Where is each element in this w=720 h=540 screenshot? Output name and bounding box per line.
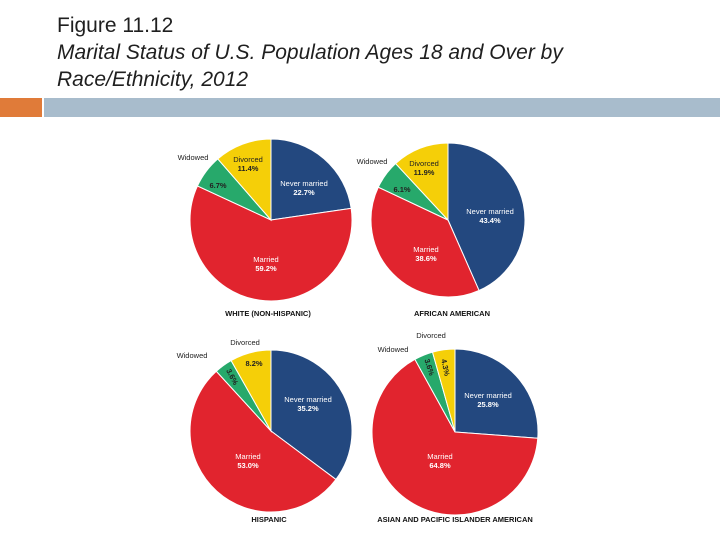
slice-label-never-married: Never married: [466, 207, 514, 216]
slice-label-married: Married: [427, 452, 452, 461]
pie-slice-divorced: [431, 348, 456, 433]
pie-slice-never-married: [454, 348, 539, 439]
pie-title: WHITE (NON-HISPANIC): [225, 309, 311, 318]
slice-label-married: Married: [235, 452, 260, 461]
slice-label-widowed: Widowed: [357, 157, 388, 166]
slice-label-divorced: Divorced: [233, 155, 263, 164]
slice-label-divorced: Divorced: [409, 159, 439, 168]
slice-label-widowed: Widowed: [178, 153, 209, 162]
slice-value-divorced: 11.4%: [238, 164, 259, 173]
pie-hispanic: Never married35.2%Married53.0%Widowed3.6…: [177, 338, 353, 524]
slice-value-never-married: 35.2%: [297, 404, 319, 413]
accent-bar-blue: [44, 98, 720, 117]
figure-title-line1: Marital Status of U.S. Population Ages 1…: [57, 41, 563, 64]
slice-value-never-married: 43.4%: [479, 216, 501, 225]
slice-value-divorced: 11.9%: [414, 168, 435, 177]
slice-value-married: 53.0%: [237, 461, 259, 470]
pie-slice-married: [189, 370, 337, 513]
pie-title: AFRICAN AMERICAN: [414, 309, 490, 318]
accent-bar-orange: [0, 98, 42, 117]
slice-label-widowed: Widowed: [177, 351, 208, 360]
accent-bar-gap: [42, 98, 44, 117]
slice-label-never-married: Never married: [464, 391, 512, 400]
slice-value-married: 64.8%: [429, 461, 451, 470]
slice-label-never-married: Never married: [280, 179, 328, 188]
slice-label-divorced: Divorced: [230, 338, 260, 347]
slice-label-married: Married: [413, 245, 438, 254]
slice-value-married: 59.2%: [255, 264, 277, 273]
slice-label-married: Married: [253, 255, 278, 264]
slice-value-widowed: 6.1%: [393, 185, 410, 194]
figure-title-line2: Race/Ethnicity, 2012: [57, 68, 249, 91]
pie-slice-married: [370, 186, 480, 298]
pie-slice-divorced: [230, 349, 272, 433]
slice-label-widowed: Widowed: [378, 345, 409, 354]
slice-label-never-married: Never married: [284, 395, 332, 404]
slice-value-never-married: 22.7%: [293, 188, 315, 197]
pie-slice-never-married: [447, 142, 526, 292]
slice-value-divorced: 8.2%: [245, 359, 262, 368]
slide-title: Figure 11.12 Marital Status of U.S. Popu…: [57, 12, 707, 93]
pie-slice-never-married: [270, 138, 352, 221]
figure-number: Figure 11.12: [57, 14, 174, 37]
pie-slice-married: [189, 185, 353, 302]
pie-title: ASIAN AND PACIFIC ISLANDER AMERICAN: [377, 515, 533, 524]
pie-asian-pacific: Never married25.8%Married64.8%Widowed3.6…: [371, 331, 539, 524]
pie-title: HISPANIC: [251, 515, 287, 524]
slice-value-married: 38.6%: [415, 254, 437, 263]
pie-slice-married: [371, 358, 539, 516]
slice-label-divorced: Divorced: [416, 331, 446, 340]
pie-slice-divorced: [394, 142, 449, 222]
slice-value-never-married: 25.8%: [477, 400, 499, 409]
slice-value-divorced: 4.3%: [439, 358, 451, 377]
slice-value-widowed: 6.7%: [209, 181, 226, 190]
pie-slice-divorced: [217, 138, 272, 222]
pie-slice-never-married: [270, 349, 353, 481]
